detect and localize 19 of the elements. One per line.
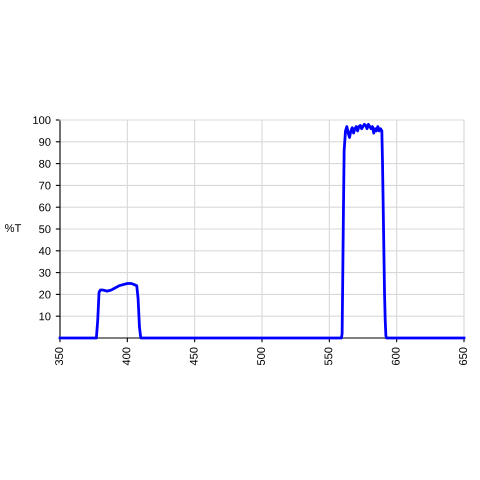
x-tick-label: 550 (324, 347, 332, 366)
y-tick-label: 90 (39, 138, 51, 146)
x-tick-label: 400 (122, 347, 130, 366)
x-tick-label: 600 (392, 347, 400, 365)
x-tick-label: 650 (459, 347, 467, 365)
y-tick-label: 20 (39, 290, 51, 299)
y-tick-label: 30 (39, 268, 51, 277)
line-series (58, 122, 466, 340)
y-axis-title: %T (5, 224, 22, 232)
y-tick-label: 70 (39, 182, 51, 190)
y-tick-label: 50 (39, 225, 51, 234)
x-tick-label: 500 (257, 347, 265, 366)
y-tick-label: 40 (38, 247, 51, 255)
y-tick-label: 60 (39, 203, 51, 212)
x-tick-label: 450 (190, 347, 198, 366)
y-tick-label: 100 (33, 116, 51, 124)
y-tick-label: 10 (39, 312, 51, 320)
y-tick-label: 80 (39, 160, 51, 168)
x-tick-label: 350 (55, 347, 63, 366)
